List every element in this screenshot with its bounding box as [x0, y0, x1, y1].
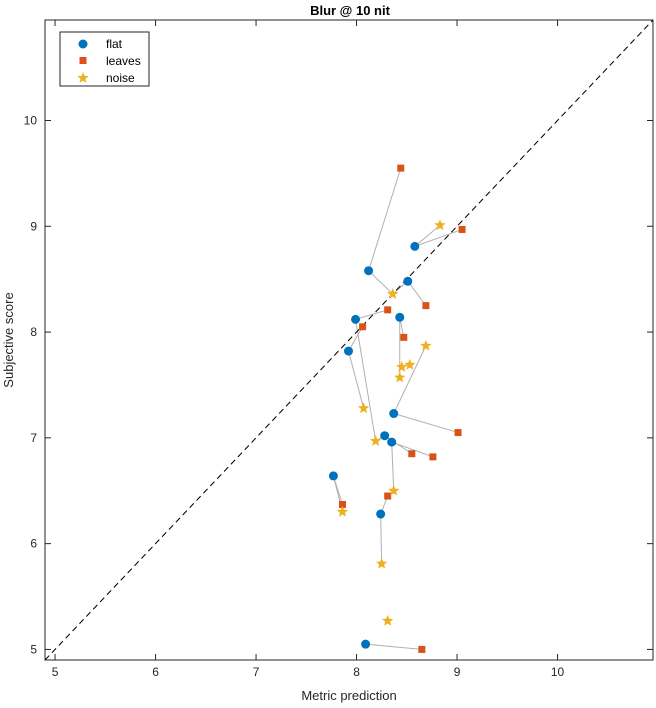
connector-line	[355, 309, 388, 320]
point-noise	[420, 339, 432, 351]
point-leaves	[384, 306, 392, 314]
point-flat	[343, 346, 353, 356]
y-axis-label: Subjective score	[1, 292, 16, 387]
point-noise	[336, 505, 349, 517]
point-leaves	[397, 164, 405, 172]
y-axis-ticks: 5 6 7 8 9 10	[24, 113, 653, 656]
point-leaves	[429, 453, 437, 461]
y-tick-label: 7	[30, 431, 37, 445]
point-noise	[369, 435, 382, 446]
y-tick-label: 5	[30, 642, 37, 656]
legend-marker-noise	[77, 72, 89, 83]
y-tick-label: 8	[30, 325, 37, 339]
identity-reference-line	[44, 19, 654, 661]
point-leaves	[359, 323, 367, 331]
connector-line	[414, 228, 463, 247]
x-tick-label: 7	[253, 665, 260, 679]
chart-title: Blur @ 10 nit	[310, 3, 391, 18]
point-flat	[351, 314, 361, 324]
point-flat	[403, 276, 413, 286]
legend: flat leaves noise	[59, 31, 150, 87]
connector-line	[348, 350, 365, 409]
point-flat	[364, 266, 374, 276]
point-leaves	[422, 302, 430, 310]
point-noise	[357, 402, 370, 414]
point-noise	[381, 614, 394, 626]
point-leaves	[384, 492, 392, 500]
connector-line	[407, 280, 427, 306]
connector-line	[391, 441, 434, 458]
point-leaves	[408, 450, 416, 458]
x-axis-ticks: 5 6 7 8 9 10	[52, 20, 565, 679]
connector-line	[393, 345, 427, 414]
point-leaves	[400, 333, 408, 341]
point-noise	[387, 287, 399, 299]
point-leaves	[458, 225, 466, 233]
connector-line	[380, 514, 383, 564]
connector-line	[368, 167, 402, 271]
y-tick-label: 10	[24, 113, 38, 127]
point-flat	[376, 509, 386, 519]
connector-line	[365, 643, 422, 650]
x-axis-label: Metric prediction	[301, 688, 396, 703]
legend-box	[59, 31, 150, 87]
legend-label-flat: flat	[106, 37, 123, 51]
x-tick-label: 8	[353, 665, 360, 679]
point-flat	[410, 241, 420, 251]
point-leaves	[338, 500, 346, 508]
legend-label-leaves: leaves	[106, 54, 141, 68]
y-tick-label: 6	[30, 537, 37, 551]
point-noise	[375, 557, 388, 569]
point-flat	[395, 312, 405, 322]
connector-line	[368, 270, 394, 295]
x-tick-label: 6	[152, 665, 159, 679]
plot-frame	[44, 19, 654, 661]
legend-marker-leaves	[79, 57, 87, 64]
point-noise	[434, 219, 446, 231]
data-markers	[328, 164, 466, 653]
legend-item-flat: flat	[78, 37, 123, 51]
point-noise	[404, 358, 416, 370]
point-flat	[328, 471, 338, 481]
point-flat	[380, 431, 390, 441]
point-noise	[394, 371, 406, 383]
connector-line	[348, 326, 363, 352]
point-leaves	[454, 429, 462, 437]
legend-item-leaves: leaves	[79, 54, 141, 68]
point-flat	[361, 639, 371, 649]
x-tick-label: 10	[551, 665, 565, 679]
point-leaves	[418, 645, 426, 653]
point-flat	[389, 409, 399, 419]
y-tick-label: 9	[30, 219, 37, 233]
point-noise	[396, 360, 408, 372]
connector-line	[355, 319, 377, 442]
point-flat	[387, 437, 397, 447]
legend-marker-flat	[78, 39, 88, 49]
x-tick-label: 9	[454, 665, 461, 679]
x-tick-label: 5	[52, 665, 59, 679]
point-noise	[388, 484, 400, 496]
legend-item-noise: noise	[77, 71, 135, 85]
connector-line	[414, 224, 441, 247]
connector-line	[391, 442, 395, 491]
connector-line	[393, 413, 459, 434]
legend-label-noise: noise	[106, 71, 135, 85]
